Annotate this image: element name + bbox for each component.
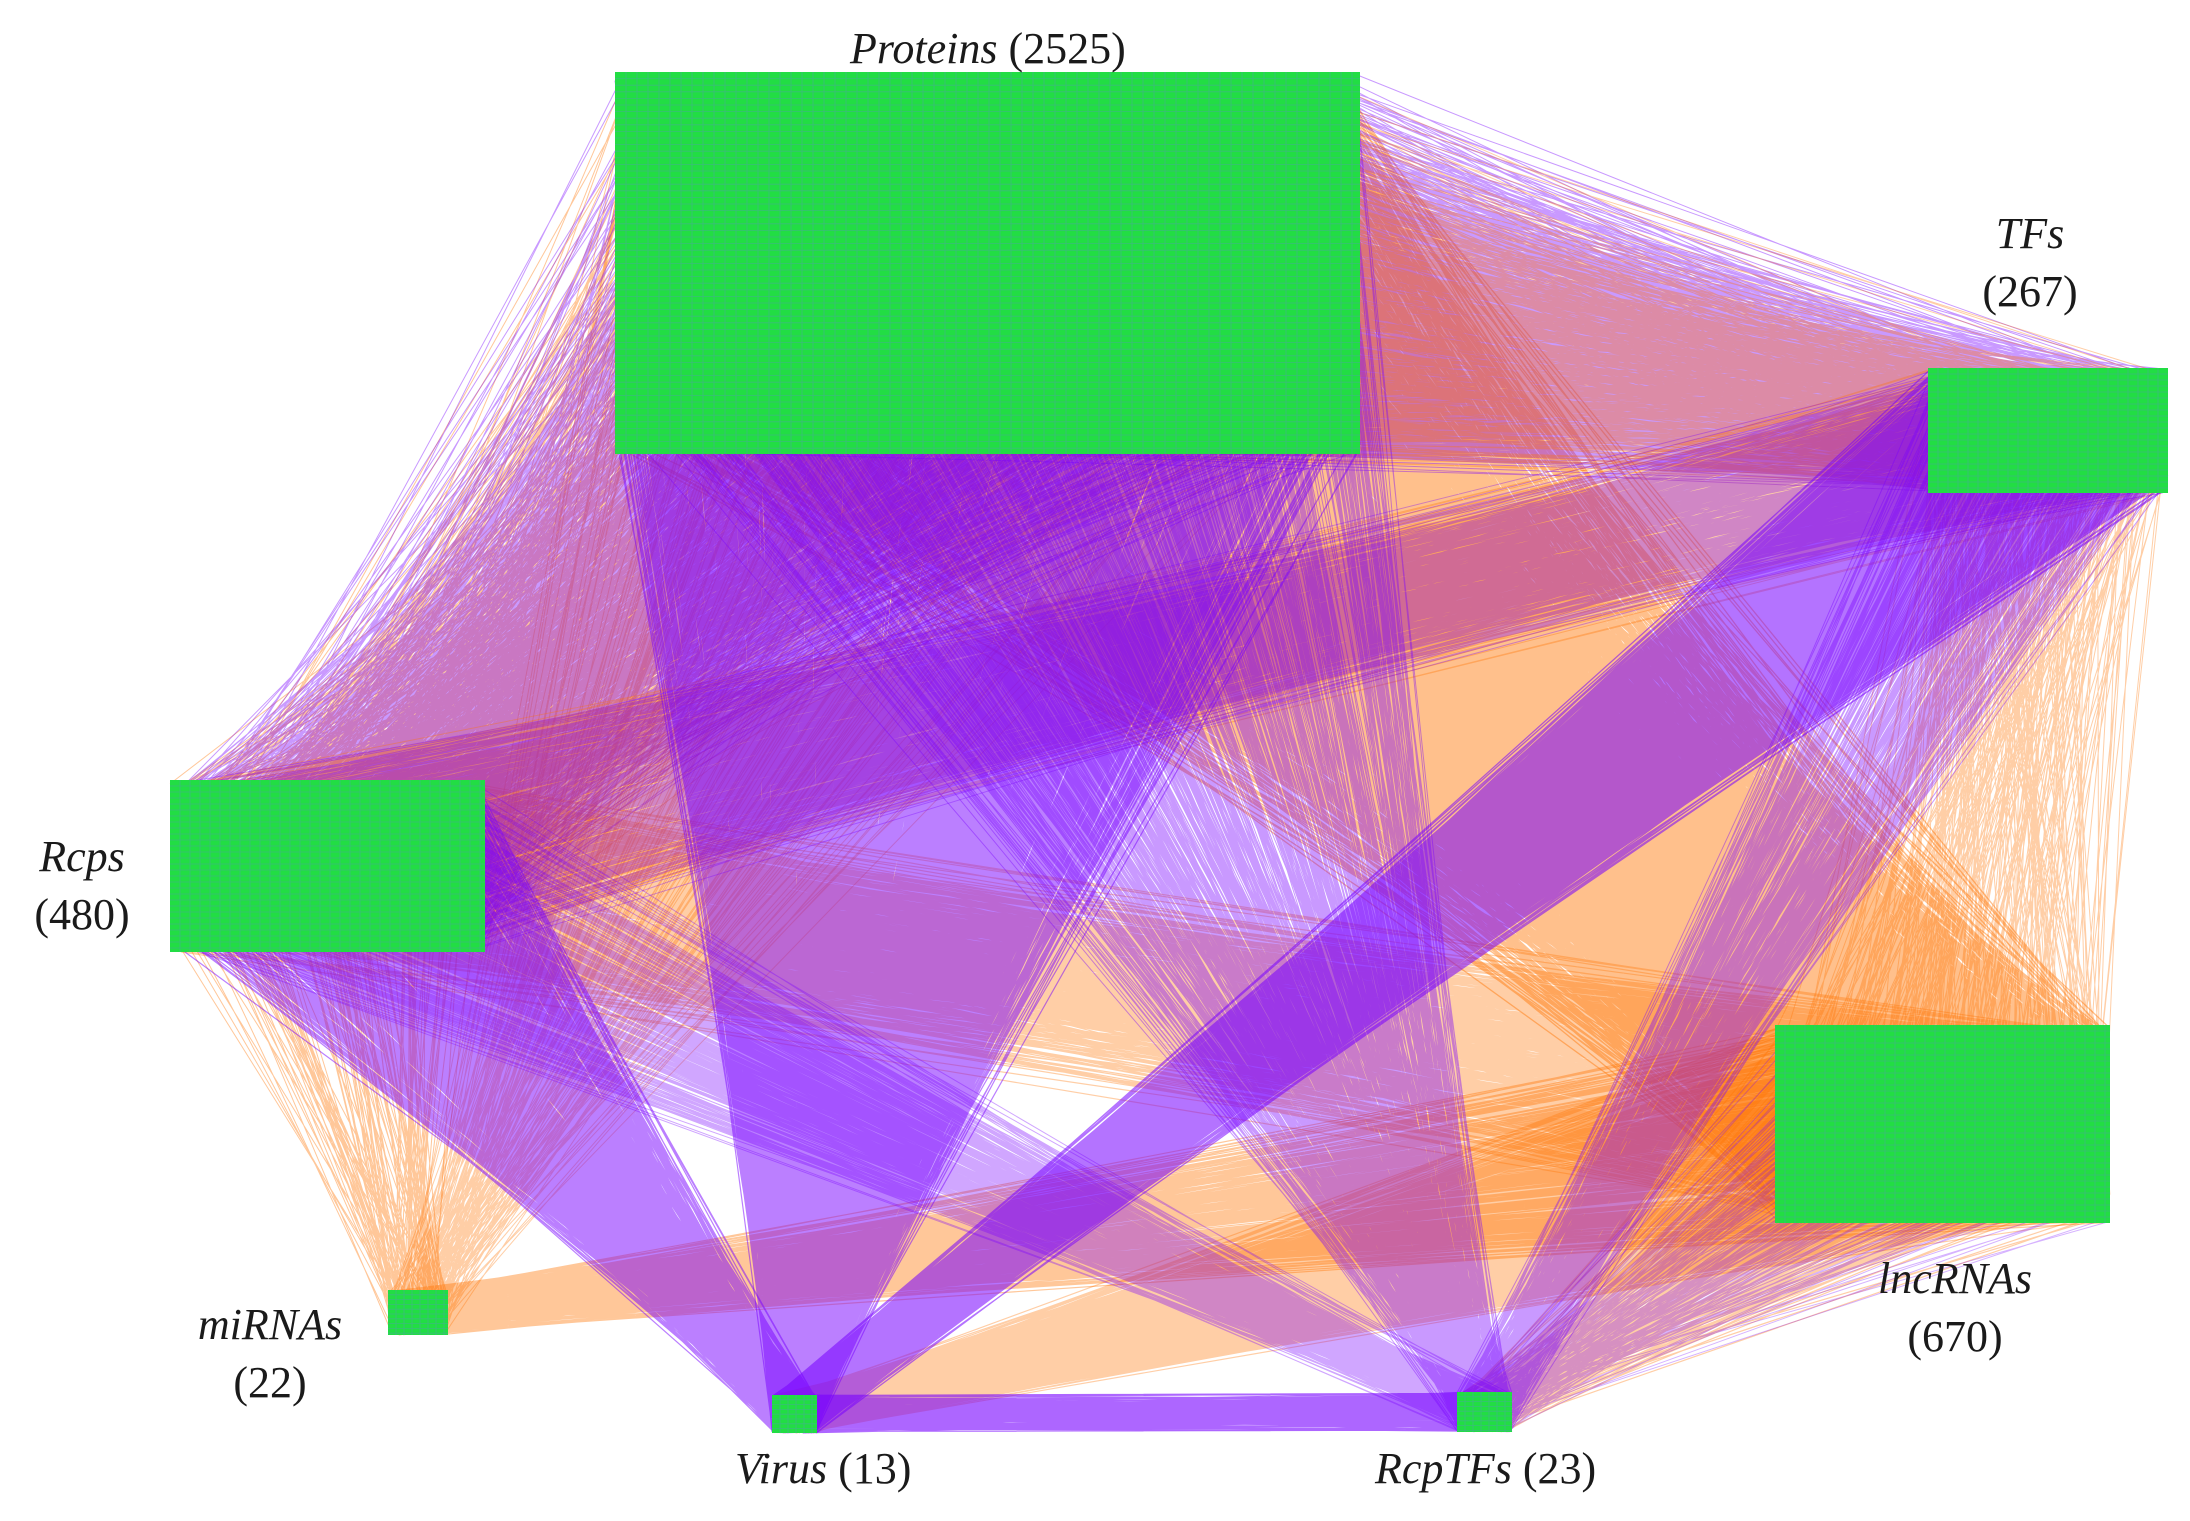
node-block-fill-mirnas: [388, 1290, 448, 1335]
node-block-fill-tfs: [1928, 368, 2168, 493]
label-virus-name: Virus: [735, 1444, 828, 1493]
edge-bundle-proteins-tfs-o: [617, 72, 2168, 494]
label-mirnas-count: (22): [233, 1358, 307, 1407]
edge-bundle-lncrnas-rcptfs-v: [1457, 1024, 2110, 1432]
node-block-rcps: [170, 780, 485, 952]
label-proteins: Proteins (2525): [850, 20, 1126, 78]
label-rcps-name: Rcps: [39, 832, 125, 881]
label-lncrnas: lncRNAs (670): [1860, 1250, 2050, 1366]
label-virus-count: (13): [838, 1444, 912, 1493]
label-lncrnas-name: lncRNAs: [1878, 1254, 2032, 1303]
edge-bundle-tfs-rcptfs: [1456, 368, 2168, 1433]
node-block-fill-rcps: [170, 780, 485, 952]
edges-lncrnas-rcptfs-v: [1457, 1024, 2110, 1432]
label-proteins-count: (2525): [1008, 24, 1126, 73]
edges-rcps-virus: [172, 780, 818, 1434]
edges-lncrnas-virus: [771, 1024, 2110, 1434]
edges-proteins-tfs-o: [617, 72, 2168, 494]
edge-bundle-rcps-virus: [172, 780, 818, 1434]
label-mirnas-name: miRNAs: [197, 1300, 343, 1349]
edge-bundle-proteins-tfs: [614, 71, 2169, 494]
edges-proteins-virus: [614, 72, 1360, 1434]
edges-lncrnas-rcptfs: [1456, 1025, 2107, 1433]
edge-bundle-proteins-virus: [614, 72, 1360, 1434]
node-grid-virus: [772, 1395, 817, 1433]
node-block-virus: [772, 1395, 817, 1433]
node-block-proteins: [615, 72, 1360, 454]
edge-bundle-lncrnas-virus: [771, 1024, 2110, 1434]
edges-tfs-lncrnas: [1775, 368, 2168, 1223]
node-block-fill-virus: [772, 1395, 817, 1433]
label-rcps-count: (480): [34, 890, 130, 939]
node-grid-tfs: [1928, 368, 2168, 493]
label-mirnas: miRNAs (22): [180, 1296, 360, 1412]
label-rcptfs-count: (23): [1522, 1444, 1597, 1493]
label-lncrnas-count: (670): [1907, 1312, 2003, 1361]
edges-virus-rcptfs: [771, 1391, 1512, 1434]
edges-tfs-virus: [771, 367, 2169, 1434]
node-block-rcptfs: [1457, 1392, 1512, 1432]
label-virus: Virus (13): [735, 1440, 911, 1498]
node-block-fill-lncrnas: [1775, 1025, 2110, 1223]
edges-tfs-rcptfs: [1456, 368, 2168, 1433]
node-block-fill-rcptfs: [1457, 1392, 1512, 1432]
edge-bundle-virus-rcptfs: [771, 1391, 1512, 1434]
label-tfs: TFs (267): [1975, 205, 2085, 321]
node-block-tfs: [1928, 368, 2168, 493]
node-grid-rcps: [170, 780, 485, 952]
label-rcptfs: RcpTFs (23): [1375, 1440, 1596, 1498]
edge-bundle-lncrnas-rcptfs: [1456, 1025, 2107, 1433]
node-block-fill-proteins: [615, 72, 1360, 454]
node-block-lncrnas: [1775, 1025, 2110, 1223]
label-proteins-name: Proteins: [850, 24, 998, 73]
node-layer: [170, 72, 2168, 1433]
node-grid-mirnas: [388, 1290, 448, 1335]
label-tfs-count: (267): [1982, 267, 2078, 316]
edge-bundle-tfs-virus: [771, 367, 2169, 1434]
edge-bundle-tfs-lncrnas: [1775, 368, 2168, 1223]
label-rcps: Rcps (480): [22, 828, 142, 944]
node-grid-rcptfs: [1457, 1392, 1512, 1432]
label-rcptfs-name: RcpTFs: [1375, 1444, 1512, 1493]
node-grid-proteins: [615, 72, 1360, 454]
edges-proteins-tfs: [614, 71, 2169, 494]
node-block-mirnas: [388, 1290, 448, 1335]
node-grid-lncrnas: [1775, 1025, 2110, 1223]
label-tfs-name: TFs: [1995, 209, 2065, 258]
edge-layer: [169, 71, 2169, 1434]
